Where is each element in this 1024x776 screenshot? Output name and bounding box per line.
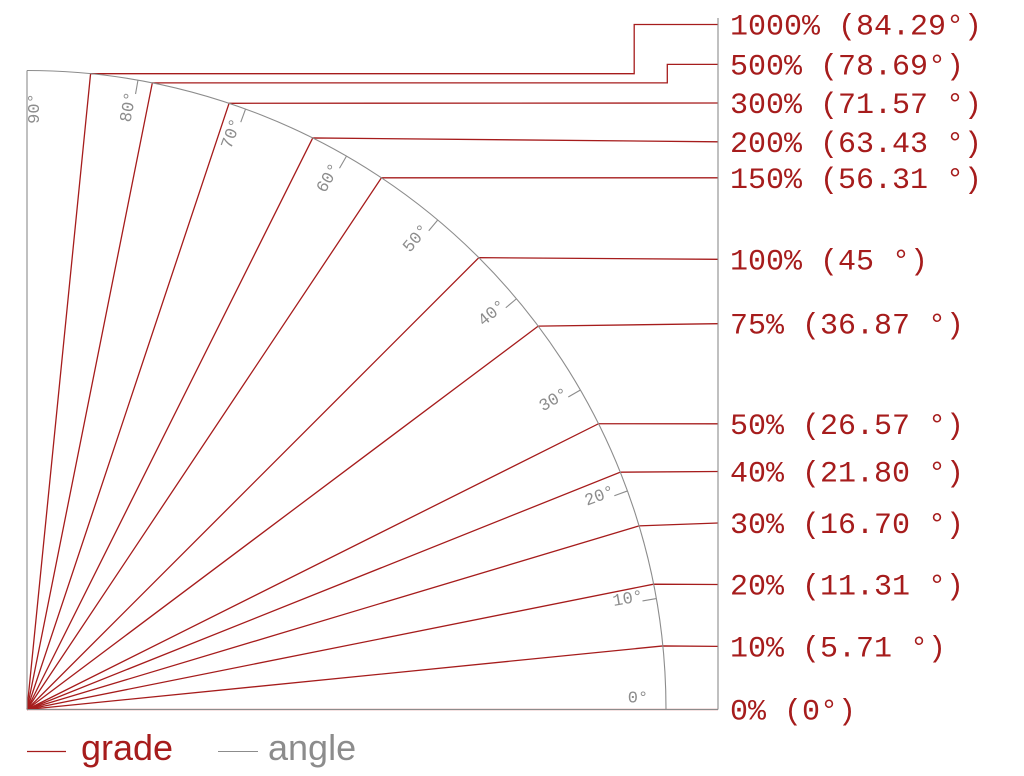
- svg-text:grade: grade: [81, 727, 173, 768]
- svg-text:50% (26.57 °): 50% (26.57 °): [730, 410, 964, 444]
- svg-text:0% (0°): 0% (0°): [730, 696, 856, 730]
- svg-text:90°: 90°: [26, 93, 45, 124]
- svg-text:300% (71.57 °): 300% (71.57 °): [730, 89, 982, 123]
- svg-text:angle: angle: [268, 727, 356, 768]
- svg-text:20°: 20°: [582, 483, 617, 511]
- svg-text:10% (5.71 °): 10% (5.71 °): [730, 632, 946, 666]
- svg-text:100% (45 °): 100% (45 °): [730, 245, 928, 279]
- svg-text:200% (63.43 °): 200% (63.43 °): [730, 128, 982, 162]
- svg-text:150% (56.31 °): 150% (56.31 °): [730, 164, 982, 198]
- svg-text:0°: 0°: [628, 690, 648, 709]
- svg-text:40°: 40°: [475, 297, 511, 331]
- svg-text:40% (21.80 °): 40% (21.80 °): [730, 458, 964, 492]
- svg-text:50°: 50°: [400, 221, 434, 257]
- svg-text:80°: 80°: [118, 90, 142, 123]
- svg-text:10°: 10°: [611, 588, 644, 612]
- svg-text:30% (16.70 °): 30% (16.70 °): [730, 509, 964, 543]
- svg-text:1000% (84.29°): 1000% (84.29°): [730, 11, 982, 45]
- svg-text:500% (78.69°): 500% (78.69°): [730, 50, 964, 84]
- svg-text:75% (36.87 °): 75% (36.87 °): [730, 310, 964, 344]
- svg-text:20% (11.31 °): 20% (11.31 °): [730, 571, 964, 605]
- svg-text:30°: 30°: [536, 385, 572, 417]
